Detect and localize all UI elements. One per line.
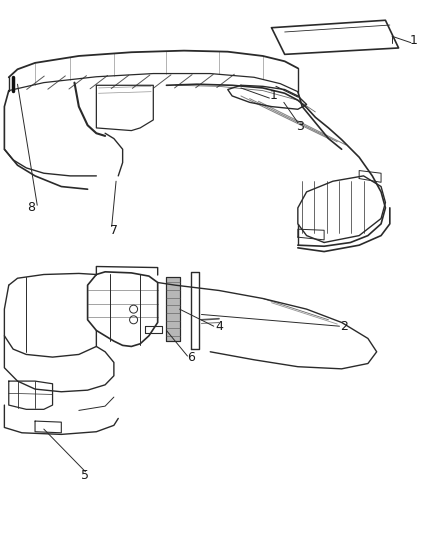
Text: 6: 6 [187,351,195,364]
Text: 5: 5 [81,469,89,482]
Text: 1: 1 [270,90,278,102]
Text: 1: 1 [410,34,418,47]
Text: 8: 8 [28,201,35,214]
Text: 4: 4 [215,320,223,333]
Text: 3: 3 [296,120,304,133]
Text: 2: 2 [340,320,348,333]
Polygon shape [166,277,180,341]
Text: 7: 7 [110,224,118,237]
